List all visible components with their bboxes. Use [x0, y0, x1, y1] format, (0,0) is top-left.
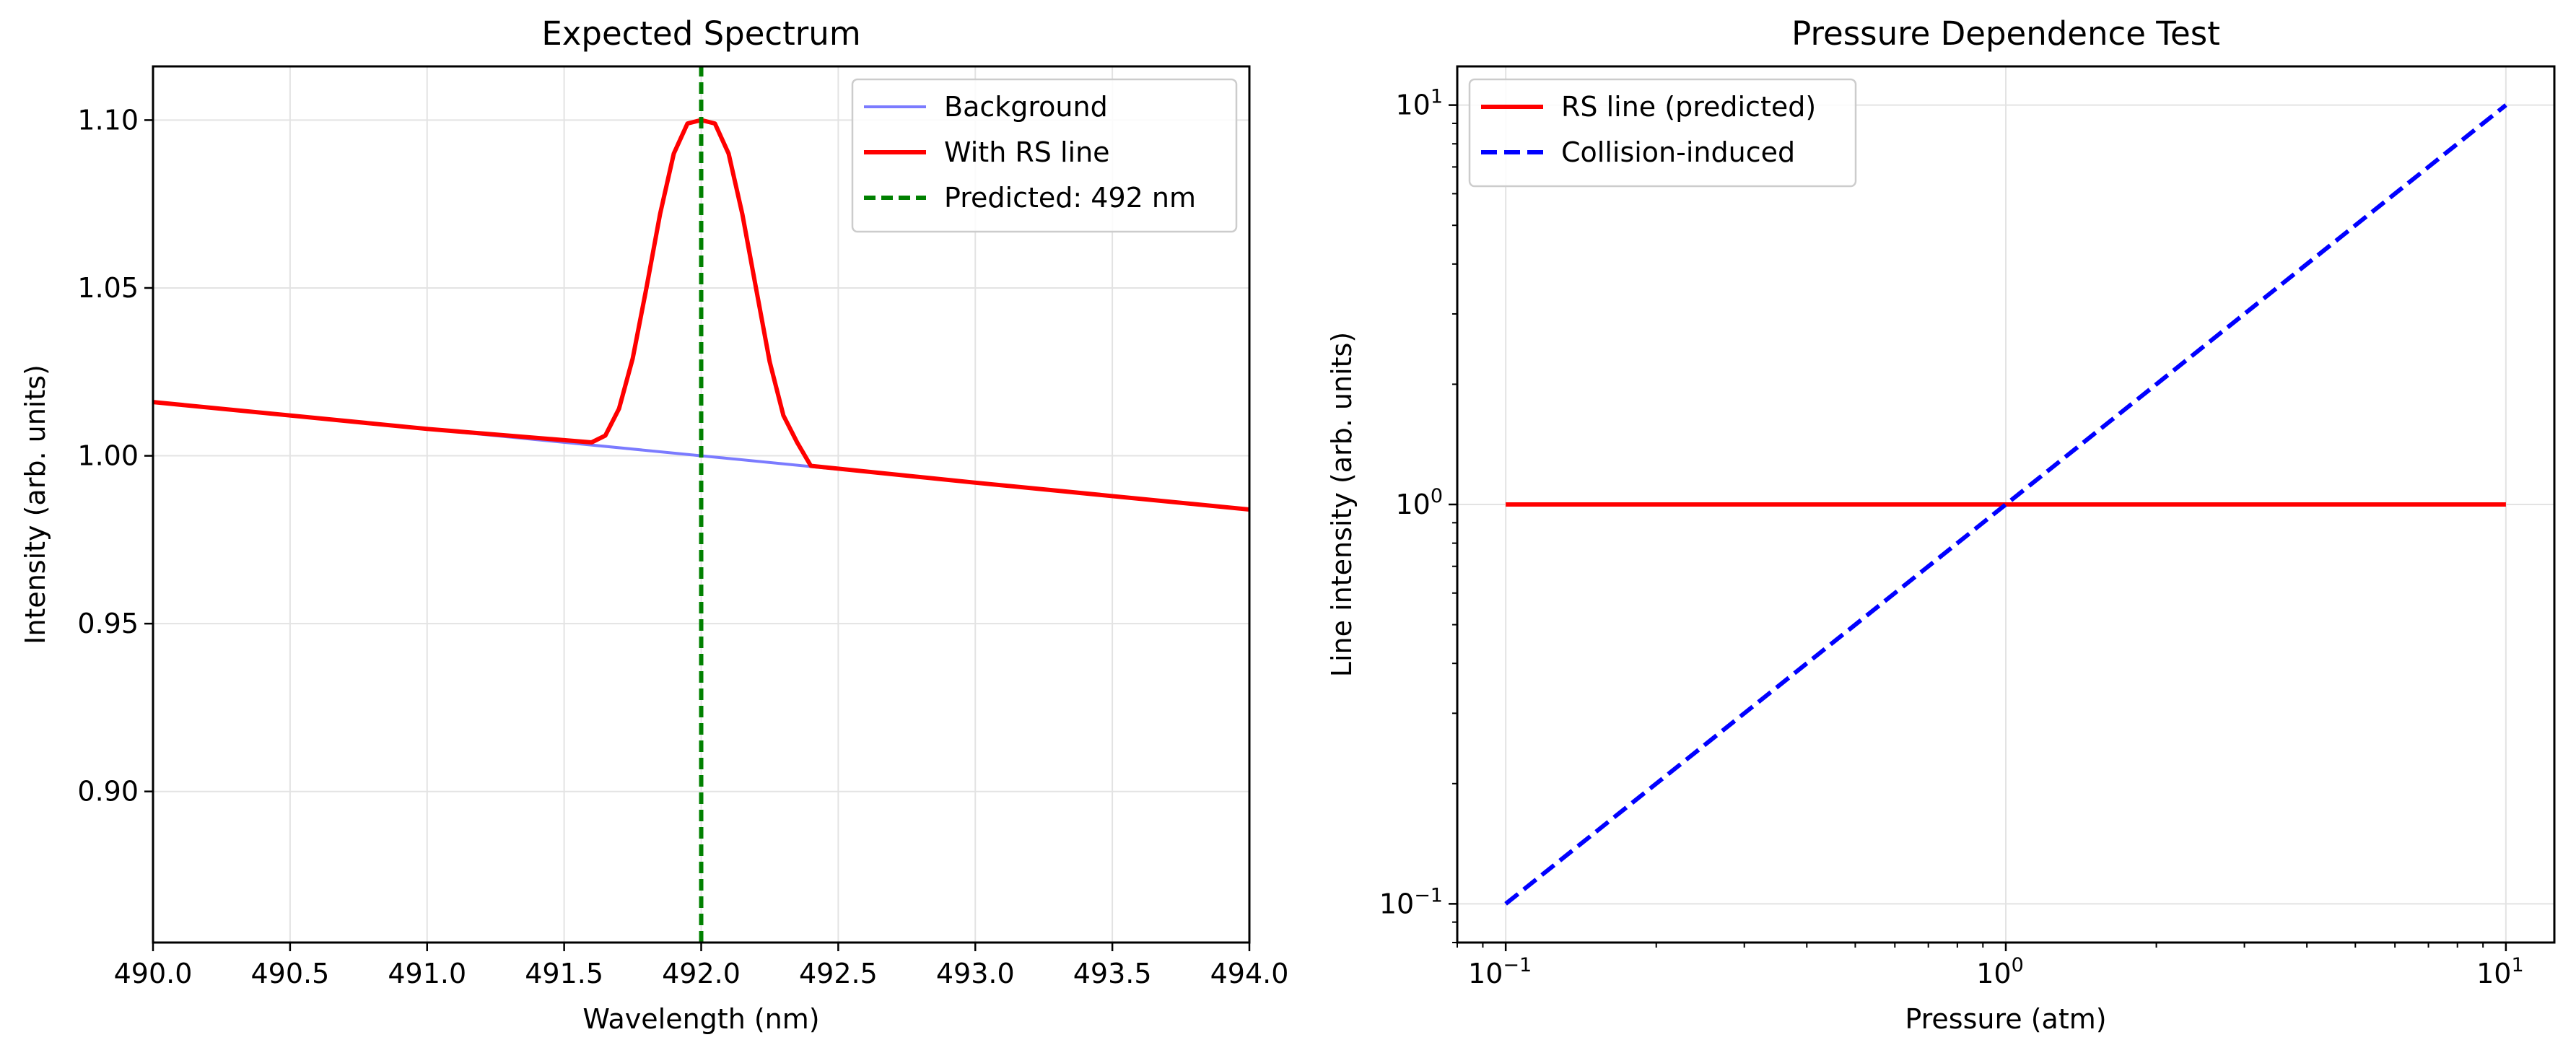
y-tick-label: 100	[1395, 485, 1443, 520]
y-tick-label: 1.05	[77, 272, 139, 304]
x-tick-label: 10−1	[1468, 954, 1532, 989]
legend: RS line (predicted) Collision-induced	[1468, 78, 1857, 188]
x-tick-label: 494.0	[1210, 958, 1289, 989]
y-tick-exponent: 0	[1431, 485, 1443, 507]
spectrum-chart: Expected Spectrum Wavelength (nm) Intens…	[19, 14, 1288, 1035]
y-axis-label: Intensity (arb. units)	[19, 364, 51, 644]
x-tick-label: 493.5	[1073, 958, 1152, 989]
legend-label: With RS line	[944, 136, 1110, 168]
x-tick-label: 101	[2476, 954, 2524, 989]
x-tick-label: 492.5	[799, 958, 878, 989]
x-tick-label: 491.5	[525, 958, 603, 989]
series-group	[153, 66, 1249, 943]
x-axis-label: Pressure (atm)	[1905, 1003, 2106, 1035]
legend-label: RS line (predicted)	[1561, 91, 1816, 123]
y-tick-base: 10	[1379, 888, 1414, 919]
y-tick-label: 0.90	[77, 776, 139, 808]
pressure-chart: Pressure Dependence Test Pressure (atm) …	[1326, 14, 2556, 1035]
legend-box	[851, 78, 1238, 233]
x-tick-exponent: 0	[2012, 954, 2024, 976]
y-tick-exponent: 1	[1431, 86, 1443, 108]
y-tick-exponent: −1	[1414, 884, 1443, 906]
x-tick-exponent: −1	[1503, 954, 1532, 976]
x-tick-label: 493.0	[936, 958, 1015, 989]
legend: Background With RS line Predicted: 492 nm	[851, 78, 1238, 233]
x-tick-label: 490.5	[250, 958, 329, 989]
y-tick-label: 101	[1395, 86, 1443, 121]
x-tick-label: 100	[1976, 954, 2024, 989]
y-tick-base: 10	[1395, 489, 1430, 520]
x-axis-label: Wavelength (nm)	[582, 1003, 819, 1035]
legend-label: Collision-induced	[1561, 136, 1795, 168]
y-tick-label: 1.00	[77, 440, 139, 472]
y-tick-base: 10	[1395, 89, 1430, 121]
x-tick-label: 492.0	[662, 958, 741, 989]
series-group	[1504, 103, 2507, 906]
y-tick-label: 0.95	[77, 608, 139, 639]
legend-label: Predicted: 492 nm	[944, 182, 1196, 214]
chart-title: Pressure Dependence Test	[1791, 14, 2220, 53]
x-tick-exponent: 1	[2511, 954, 2523, 976]
legend-box	[1468, 78, 1857, 188]
y-tick-label: 1.10	[77, 104, 139, 136]
y-tick-label: 10−1	[1379, 884, 1443, 919]
y-axis-label: Line intensity (arb. units)	[1326, 332, 1358, 677]
x-tick-label: 490.0	[114, 958, 193, 989]
x-tick-label: 491.0	[388, 958, 466, 989]
chart-title: Expected Spectrum	[541, 14, 860, 53]
legend-label: Background	[944, 91, 1108, 123]
series-line-2	[1504, 103, 2507, 906]
